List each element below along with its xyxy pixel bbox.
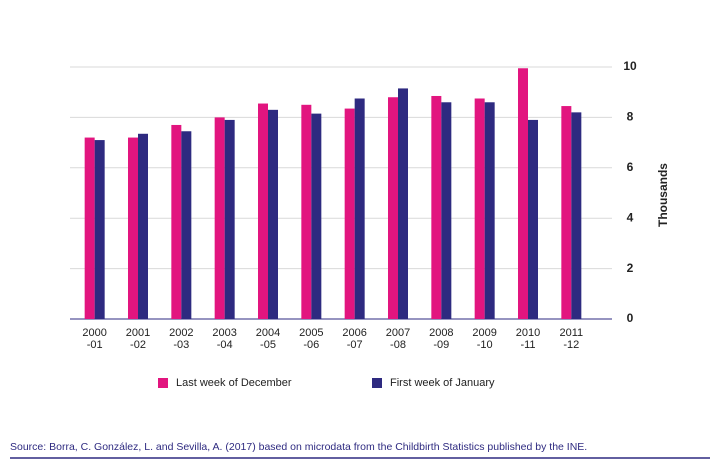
x-tick-label: 2008 -09 (429, 327, 453, 351)
y-tick-label: 8 (627, 110, 634, 124)
x-tick-label: 2006 -07 (342, 327, 366, 351)
source-note: Source: Borra, C. González, L. and Sevil… (10, 441, 587, 453)
bar (398, 88, 408, 319)
x-tick-label: 2002 -03 (169, 327, 193, 351)
bar (268, 109, 278, 319)
legend-swatch (158, 378, 168, 388)
bar (128, 137, 138, 319)
x-tick-label: 2005 -06 (299, 327, 323, 351)
bar (311, 113, 322, 320)
y-tick-label: 4 (627, 210, 634, 224)
bar (561, 106, 572, 319)
bar (388, 97, 398, 320)
bar (214, 117, 225, 320)
y-tick-label: 2 (627, 261, 634, 275)
x-tick-label: 2011 -12 (560, 327, 584, 351)
x-tick-label: 2001 -02 (126, 327, 150, 351)
bar (354, 98, 365, 319)
y-tick-label: 6 (627, 160, 634, 174)
bar (224, 119, 235, 319)
bar (181, 131, 192, 319)
x-tick-label: 2004 -05 (256, 327, 280, 351)
bar (484, 102, 495, 319)
bar (344, 108, 355, 319)
bar (171, 124, 182, 320)
legend-swatch (372, 378, 382, 388)
legend-label: Last week of December (176, 377, 292, 389)
bar (528, 119, 538, 319)
bar (301, 104, 312, 319)
bar (571, 112, 582, 319)
y-tick-label: 10 (623, 59, 637, 73)
x-tick-label: 2000 -01 (82, 327, 106, 351)
bar (474, 98, 485, 319)
x-tick-label: 2007 -08 (386, 327, 410, 351)
x-tick-label: 2009 -10 (472, 327, 496, 351)
bar (84, 137, 95, 319)
x-tick-label: 2010 -11 (516, 327, 540, 351)
y-axis-label: Thousands (656, 163, 670, 227)
x-tick-label: 2003 -04 (212, 327, 236, 351)
y-tick-label: 0 (627, 311, 634, 325)
bar (258, 103, 268, 319)
bar (518, 68, 528, 319)
bar (138, 133, 148, 319)
legend-label: First week of January (390, 377, 495, 389)
bar (431, 95, 442, 319)
bar (94, 140, 105, 319)
bar (441, 102, 452, 319)
